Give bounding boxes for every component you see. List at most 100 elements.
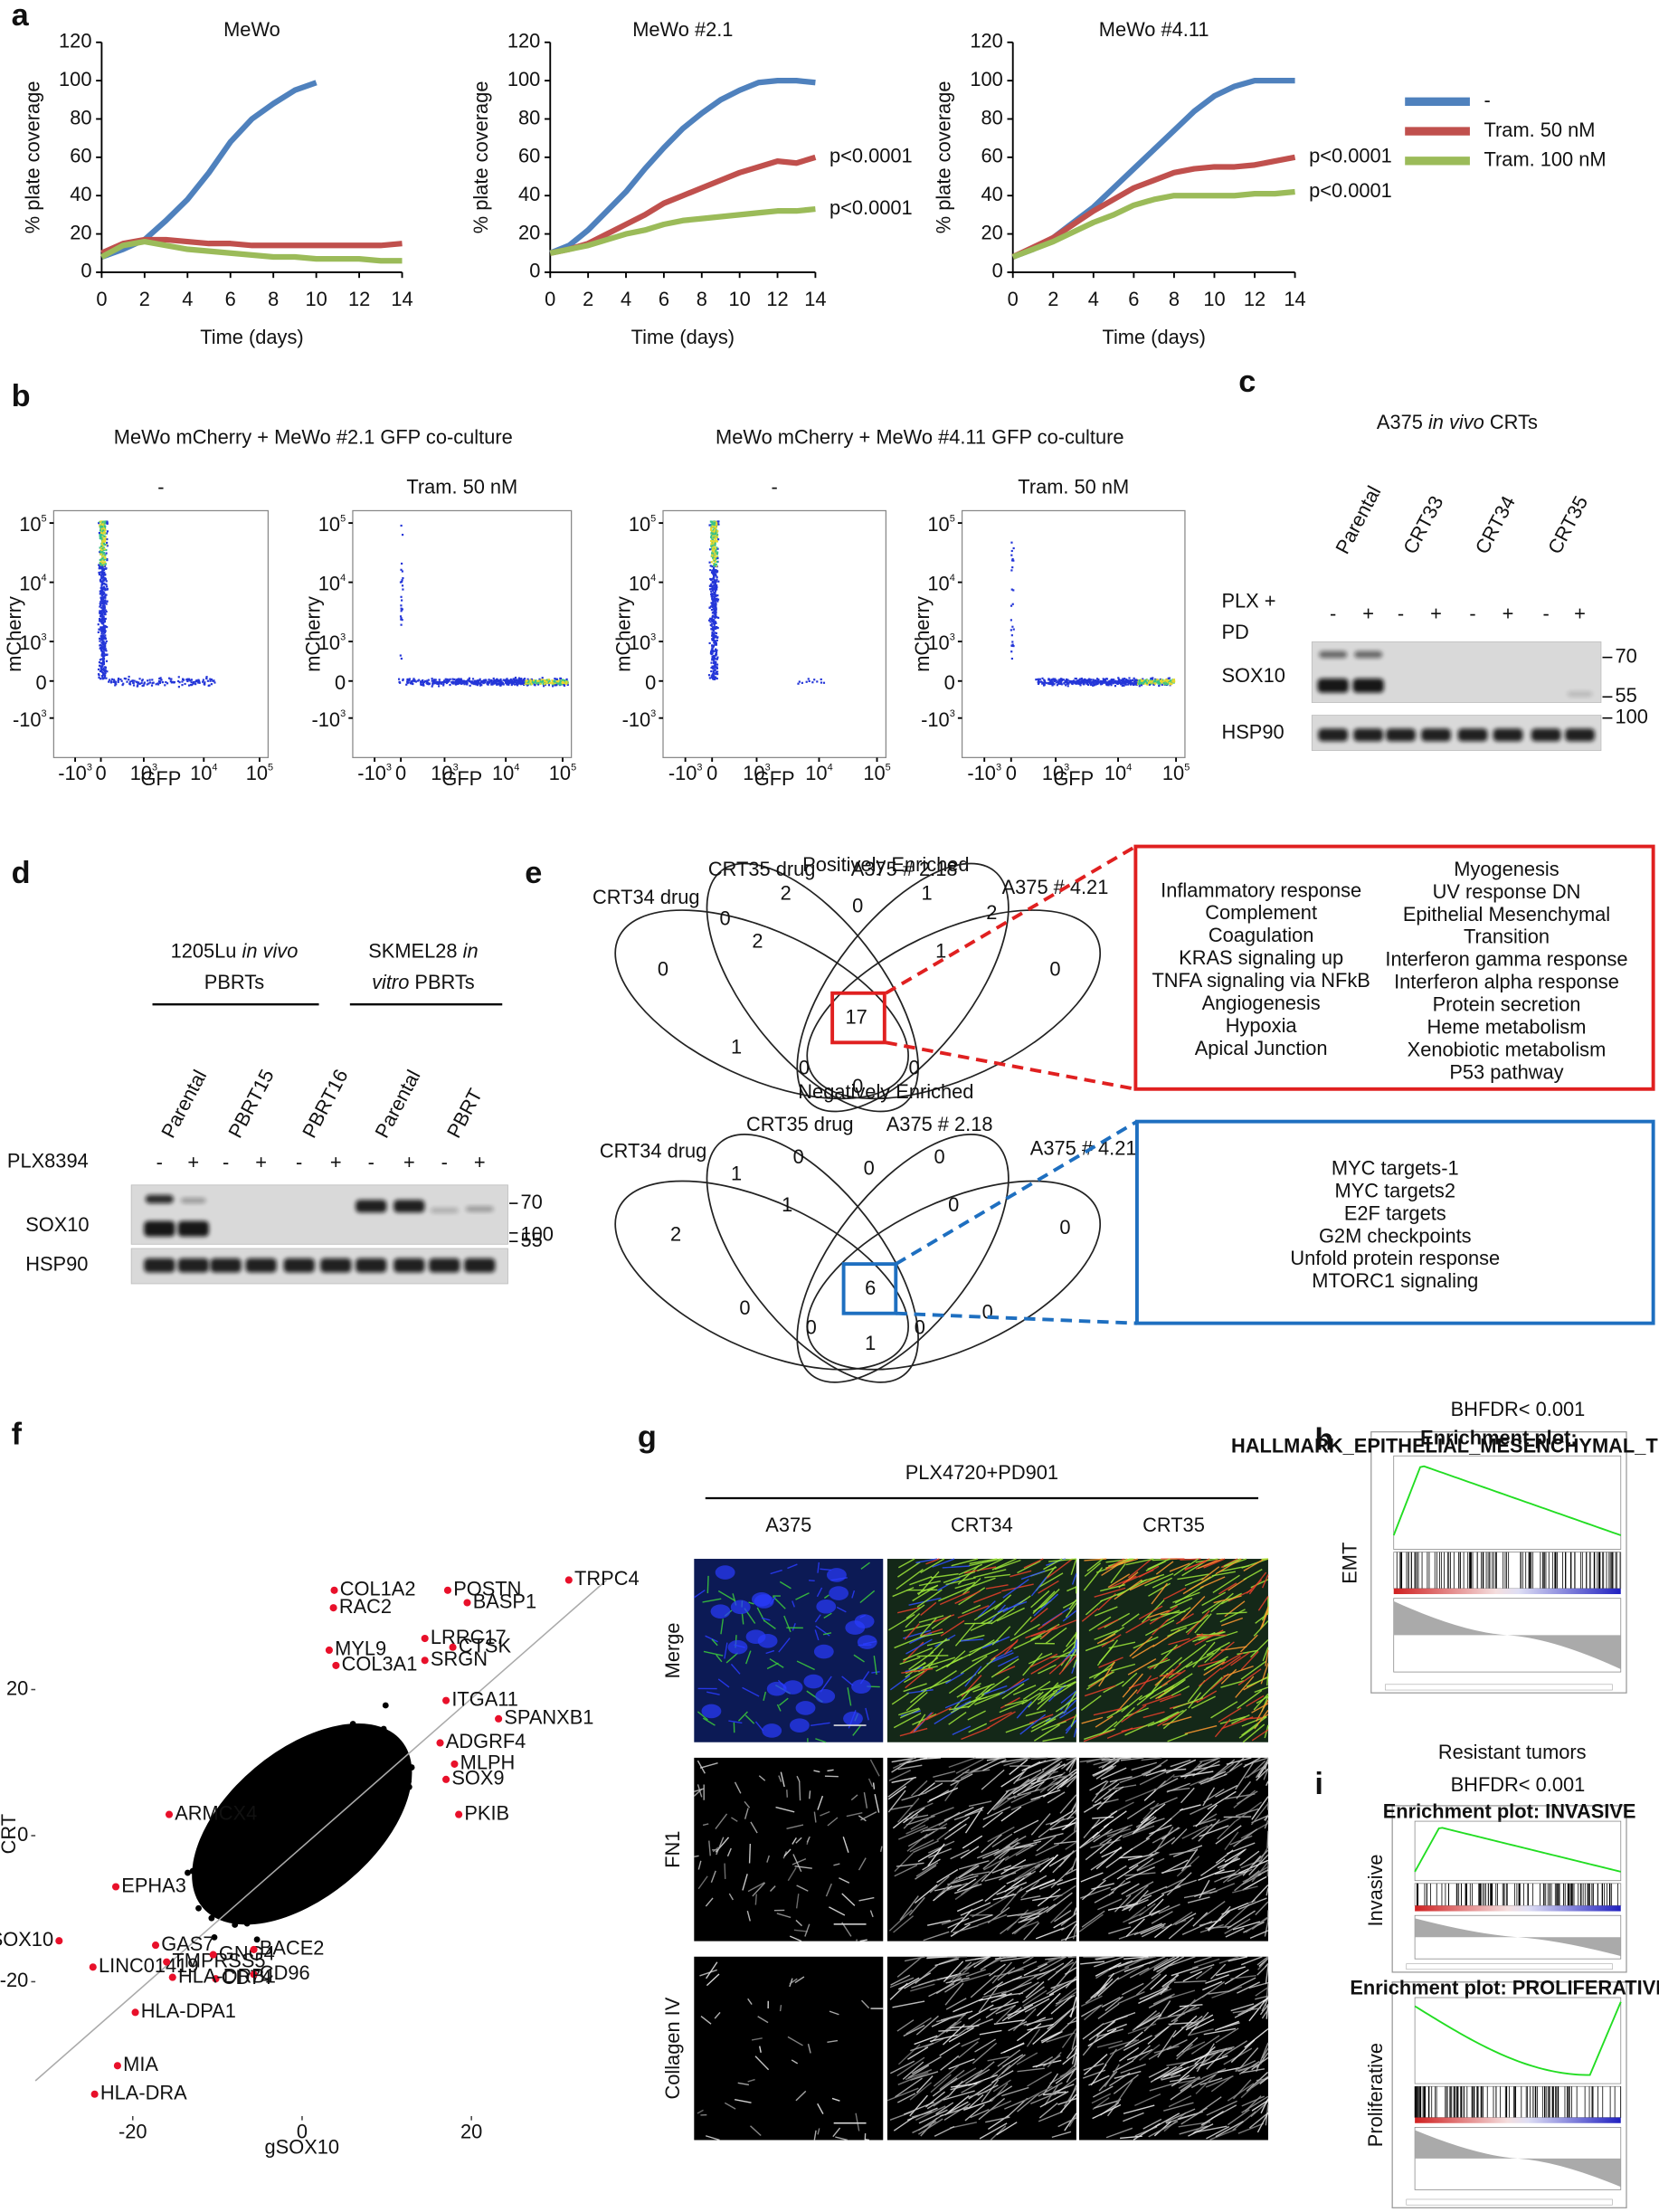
event-dot <box>173 681 175 684</box>
event-dot <box>431 678 433 680</box>
point <box>362 1757 369 1764</box>
event-dot <box>713 633 716 636</box>
event-dot <box>714 551 717 554</box>
fiber <box>823 1612 832 1619</box>
event-dot <box>114 684 117 687</box>
fiber <box>969 1639 1000 1654</box>
event-dot <box>469 684 471 687</box>
fiber <box>1218 1565 1249 1572</box>
point <box>253 1936 261 1943</box>
fiber <box>957 1605 990 1619</box>
gene-label: MIA <box>123 2053 158 2075</box>
point <box>368 1730 375 1737</box>
fiber <box>697 1875 708 1890</box>
point <box>263 1884 270 1892</box>
event-dot <box>710 608 714 612</box>
fiber <box>952 1725 972 1736</box>
term: Heme metabolism <box>1427 1016 1587 1039</box>
y-tick-label-base: 0 <box>944 671 955 694</box>
event-dot <box>515 679 517 682</box>
event-dot <box>100 563 103 566</box>
fiber <box>968 1558 1001 1567</box>
fiber <box>1045 1627 1067 1645</box>
region-count: 1 <box>782 1193 792 1216</box>
point <box>249 1865 256 1872</box>
event-dot <box>710 624 713 627</box>
event-dot <box>1145 679 1149 681</box>
event-dot <box>522 679 525 683</box>
event-dot <box>709 605 713 608</box>
event-dot <box>431 682 434 685</box>
event-dot <box>1093 684 1096 687</box>
event-dot <box>1128 681 1132 685</box>
blot-band <box>1354 650 1383 659</box>
event-dot <box>715 676 717 679</box>
point <box>329 1761 337 1769</box>
blot-band <box>210 1258 242 1273</box>
connector <box>895 1119 1138 1325</box>
fiber <box>966 1577 996 1590</box>
event-dot <box>558 681 562 685</box>
event-dot <box>808 679 811 682</box>
fiber <box>820 1568 832 1571</box>
point <box>335 1822 342 1829</box>
event-dot <box>1083 681 1085 684</box>
event-dot <box>1010 604 1013 607</box>
event-dot <box>426 679 429 682</box>
point <box>342 1810 349 1818</box>
event-dot <box>414 680 418 683</box>
fiber <box>763 1619 776 1629</box>
event-dot <box>1060 683 1063 686</box>
sign: + <box>187 1151 199 1173</box>
event-dot <box>564 682 566 685</box>
point <box>248 1909 255 1916</box>
event-dot <box>103 607 106 610</box>
event-dot <box>105 593 108 596</box>
event-dot <box>143 682 146 685</box>
event-dot <box>464 681 468 684</box>
x-tick-label-base: -10 <box>668 762 697 784</box>
event-dot <box>102 595 105 598</box>
point <box>208 1914 215 1922</box>
point <box>315 1859 322 1866</box>
y-tick-label-exp: 3 <box>340 708 346 719</box>
point <box>323 1871 330 1878</box>
event-dot <box>710 650 713 653</box>
event-dot <box>714 544 716 547</box>
point <box>288 1865 295 1872</box>
fiber <box>847 1687 852 1706</box>
fiber <box>705 1897 714 1907</box>
fiber <box>754 1721 764 1732</box>
event-dot <box>110 678 114 680</box>
event-dot <box>711 539 714 543</box>
fiber <box>766 1662 779 1670</box>
event-dot <box>1095 680 1097 683</box>
y-tick-label-base: 10 <box>318 513 340 536</box>
event-dot <box>401 619 403 622</box>
event-dot <box>106 545 109 547</box>
event-dot <box>716 575 718 579</box>
fiber <box>1013 1635 1042 1650</box>
event-dot <box>711 578 714 581</box>
point <box>199 1878 206 1885</box>
region-count: 0 <box>1049 958 1060 981</box>
fiber <box>903 1683 927 1693</box>
fiber <box>1251 1729 1269 1742</box>
event-dot <box>1099 682 1102 685</box>
event-dot <box>406 679 410 681</box>
event-dot <box>1142 678 1144 680</box>
marker-label: 100 <box>1616 705 1648 727</box>
fiber <box>975 1684 992 1699</box>
event-dot <box>1037 682 1040 686</box>
fiber <box>1230 1651 1250 1666</box>
event-dot <box>102 669 105 671</box>
point <box>357 1741 365 1748</box>
region-count: 0 <box>908 1057 919 1079</box>
panel-label: e <box>525 856 542 890</box>
y-tick-label: 0 <box>944 671 955 694</box>
fiber <box>728 1720 743 1724</box>
event-dot <box>98 571 100 574</box>
series-line <box>100 236 403 256</box>
event-dot <box>461 680 464 683</box>
fiber <box>796 1660 815 1671</box>
